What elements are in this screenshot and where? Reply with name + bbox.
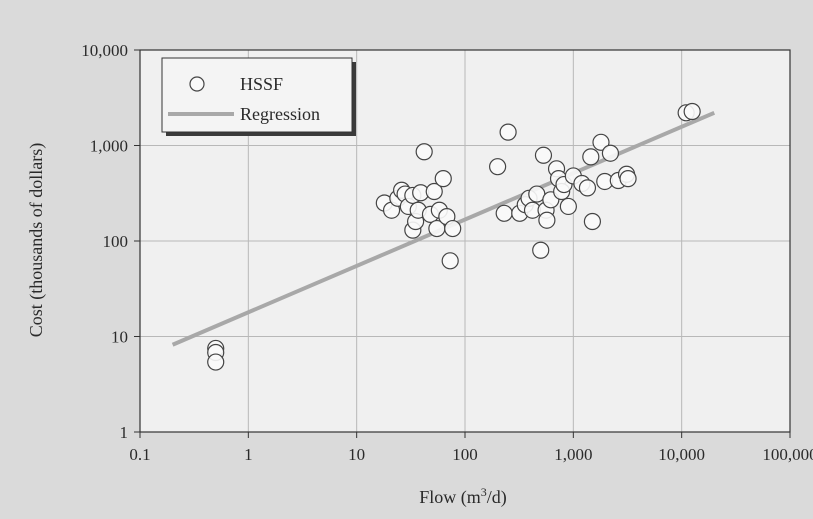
x-tick-label: 0.1 (129, 445, 150, 464)
data-point (582, 148, 600, 166)
data-point (434, 170, 452, 188)
y-tick-label: 100 (103, 232, 129, 251)
data-point (578, 179, 597, 197)
y-tick-label: 10,000 (81, 41, 128, 60)
y-axis-ticks: 1 10 100 1,000 10,000 (81, 41, 140, 442)
data-point (592, 133, 610, 151)
x-tick-label: 100 (452, 445, 478, 464)
data-point (415, 143, 433, 161)
legend: HSSF Regression (161, 57, 356, 136)
data-point (534, 146, 553, 164)
data-point (532, 241, 550, 259)
y-tick-label: 1 (120, 423, 129, 442)
x-tick-label: 1,000 (554, 445, 592, 464)
legend-label-regression: Regression (240, 104, 320, 124)
x-tick-label: 1 (244, 445, 253, 464)
x-tick-label: 10,000 (658, 445, 705, 464)
x-axis-label: Flow (m3/d) (419, 485, 507, 508)
data-point (538, 211, 556, 229)
legend-marker-hssf (189, 76, 205, 92)
legend-box (161, 57, 353, 133)
x-tick-label: 100,000 (762, 445, 813, 464)
data-point (441, 252, 459, 270)
data-point (583, 212, 602, 231)
data-point (207, 353, 225, 371)
data-point (559, 197, 577, 216)
data-point (499, 123, 517, 141)
y-tick-label: 10 (111, 328, 128, 347)
y-tick-label: 1,000 (90, 137, 128, 156)
x-axis-ticks: 0.1 1 10 100 1,000 10,000 100,000 (129, 432, 813, 464)
data-point (619, 170, 637, 188)
data-point (444, 219, 462, 238)
data-points (207, 102, 701, 371)
data-point (495, 204, 513, 222)
legend-label-hssf: HSSF (240, 74, 283, 94)
data-point (489, 158, 507, 176)
x-tick-label: 10 (348, 445, 365, 464)
y-axis-label: Cost (thousands of dollars) (26, 143, 47, 337)
data-point (425, 182, 443, 201)
data-point (601, 144, 620, 162)
data-point (683, 102, 701, 121)
